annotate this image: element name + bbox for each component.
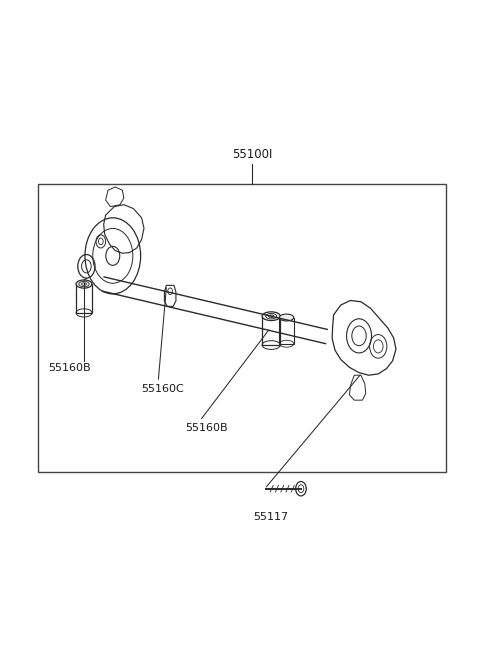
Bar (279, 318, 294, 344)
Ellipse shape (279, 314, 294, 321)
Text: 55160C: 55160C (142, 384, 184, 394)
Text: 55100I: 55100I (232, 148, 272, 161)
Bar (262, 316, 280, 345)
Ellipse shape (262, 312, 280, 321)
Text: 55160B: 55160B (185, 423, 228, 433)
Text: 55160B: 55160B (48, 363, 91, 373)
Ellipse shape (76, 280, 92, 288)
Bar (38, 184, 446, 472)
Text: 55117: 55117 (253, 512, 289, 522)
Bar (76, 284, 92, 313)
